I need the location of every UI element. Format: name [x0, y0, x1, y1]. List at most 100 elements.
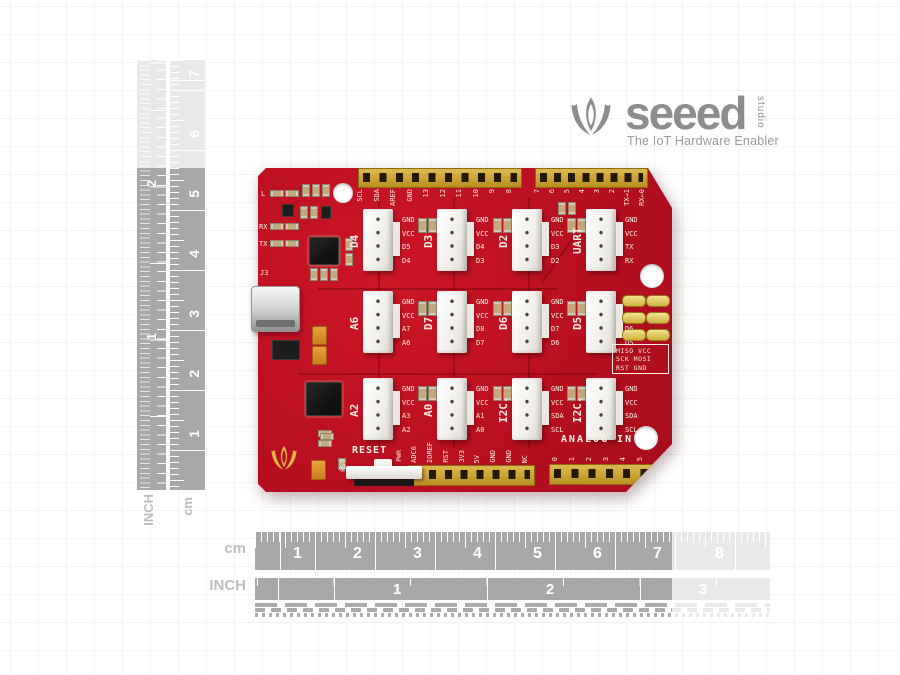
- connector-name: D2: [497, 234, 510, 248]
- grove-connector-a6: A6 GND VCC A7 A6: [348, 291, 440, 355]
- usb-ref-label: J3: [260, 269, 269, 277]
- pin-label: RST: [441, 450, 450, 463]
- analog-header: [549, 464, 653, 485]
- bottom-cm-number: 1: [293, 545, 302, 562]
- grove-connector-d4: D4 GND VCC D5 D4: [348, 209, 440, 273]
- mounting-hole: [634, 426, 658, 450]
- capacitor: [312, 326, 327, 345]
- pin-label: 6: [548, 189, 556, 194]
- grove-connector-d3: D3 GND VCC D4 D3: [422, 209, 514, 273]
- bottom-cm-number: 5: [533, 545, 542, 562]
- icsp-label: RST GND: [616, 363, 647, 372]
- pin-label: 8: [504, 189, 513, 194]
- seeed-logo: seeed studio The IoT Hardware Enabler: [563, 88, 783, 150]
- grove-socket: [437, 209, 474, 271]
- ic-chip: [309, 237, 339, 265]
- pin-label: GND: [505, 450, 514, 463]
- grove-socket: [586, 209, 623, 271]
- connector-name: A2: [348, 403, 361, 417]
- bottom-cm-number: 6: [593, 545, 602, 562]
- pin-label: 0: [551, 456, 559, 461]
- icsp-pin: [622, 312, 646, 324]
- grove-socket: [363, 378, 400, 440]
- capacitor: [311, 460, 326, 480]
- pin-label: SDA: [372, 189, 381, 202]
- power-header: [408, 465, 535, 486]
- connector-name: UART: [571, 227, 584, 255]
- pin-label: RX←0: [638, 189, 646, 206]
- bottom-ruler-inch-label: INCH: [209, 577, 246, 594]
- grove-connector-d2: D2 GND VCC D3 D2: [497, 209, 589, 273]
- seeeduino-board: SCL SDA AREF GND 13 12 11 10 9 8 7 6 5 4…: [258, 168, 672, 492]
- pin-label: NC: [520, 454, 529, 463]
- pin-label: 5: [636, 456, 644, 461]
- icsp-pin: [646, 329, 670, 341]
- grove-socket: [512, 378, 549, 440]
- reset-label: RESET: [352, 445, 388, 456]
- pin-label: TX→1: [623, 189, 631, 206]
- pin-label: 1: [568, 456, 576, 461]
- pin-label: 5: [563, 189, 571, 194]
- grove-connector-i2c-2: I2C. GND VCC SDA SCL: [571, 378, 663, 442]
- left-inch-number: 1: [144, 333, 159, 341]
- reset-switch: [346, 459, 422, 489]
- micro-usb-connector: [251, 286, 300, 332]
- pin-label: 13: [422, 189, 431, 198]
- bottom-cm-number: 7: [653, 545, 662, 562]
- pin-label: 10: [471, 189, 480, 198]
- voltage-regulator: [272, 340, 300, 360]
- connector-name: D4: [348, 234, 361, 248]
- left-ruler-cm-label: cm: [180, 497, 195, 516]
- logo-tagline: The IoT Hardware Enabler: [627, 134, 779, 148]
- grove-socket: [437, 291, 474, 353]
- mcu-chip: [306, 382, 342, 416]
- grove-connector-d7: D7 GND VCC D8 D7: [422, 291, 514, 355]
- pin-label: GND: [489, 450, 498, 463]
- connector-name: A6: [348, 316, 361, 330]
- inch-subdivision-row: [255, 603, 770, 607]
- connector-name: D6: [497, 316, 510, 330]
- icsp-pin: [646, 312, 670, 324]
- connector-name: I2C.: [571, 396, 584, 424]
- digital-header-right: [535, 168, 648, 188]
- grove-connector-d6: D6 GND VCC D7 D6: [497, 291, 589, 355]
- icsp-pin: [646, 295, 670, 307]
- pin-label: 11: [455, 189, 464, 198]
- inch-subdivision-row: [255, 613, 770, 617]
- pin-label: 3: [593, 189, 601, 194]
- grove-socket: [363, 291, 400, 353]
- lotus-silkscreen-icon: [271, 445, 297, 470]
- pin-label: 9: [488, 189, 497, 194]
- pin-label: AREF: [389, 189, 398, 206]
- icsp-pin: [622, 295, 646, 307]
- pin-label: SCL: [356, 189, 364, 202]
- power-pin-labels: ADC6 IOREF RST 3V3 5V GND GND NC: [410, 430, 529, 463]
- left-cm-number: 5: [186, 190, 202, 198]
- grove-socket: [512, 209, 549, 271]
- pcb: SCL SDA AREF GND 13 12 11 10 9 8 7 6 5 4…: [258, 168, 672, 492]
- grove-connector-i2c-1: I2C. GND VCC SDA SCL: [497, 378, 589, 442]
- bottom-ruler-cm-label: cm: [224, 540, 246, 557]
- left-ruler-inch-label: INCH: [141, 494, 156, 526]
- pin-label: IOREF: [425, 441, 434, 463]
- logo-studio-text: studio: [755, 96, 766, 129]
- grove-connector-a0: A0 GND VCC A1 A0: [422, 378, 514, 442]
- grove-socket: [586, 378, 623, 440]
- pin-label: 4: [578, 189, 586, 194]
- grove-socket: [363, 209, 400, 271]
- pin-label: 4: [619, 456, 627, 461]
- led-rx-label: RX: [259, 223, 268, 231]
- left-cm-number: 1: [186, 430, 202, 438]
- icsp-label: SCK MOSI: [616, 355, 652, 363]
- bottom-inch-number: 2: [546, 581, 555, 598]
- inch-subdivision-row: [255, 608, 770, 612]
- left-cm-number: 4: [186, 250, 202, 258]
- pin-label: 2: [608, 189, 616, 194]
- grove-connector-a2: A2 GND VCC A3 A2: [348, 378, 440, 442]
- grove-socket: [437, 378, 474, 440]
- pin-label: 3V3: [457, 450, 466, 463]
- connector-name: D5: [571, 316, 584, 330]
- pin-label: GND: [405, 189, 414, 202]
- left-inch-number: 2: [144, 180, 159, 188]
